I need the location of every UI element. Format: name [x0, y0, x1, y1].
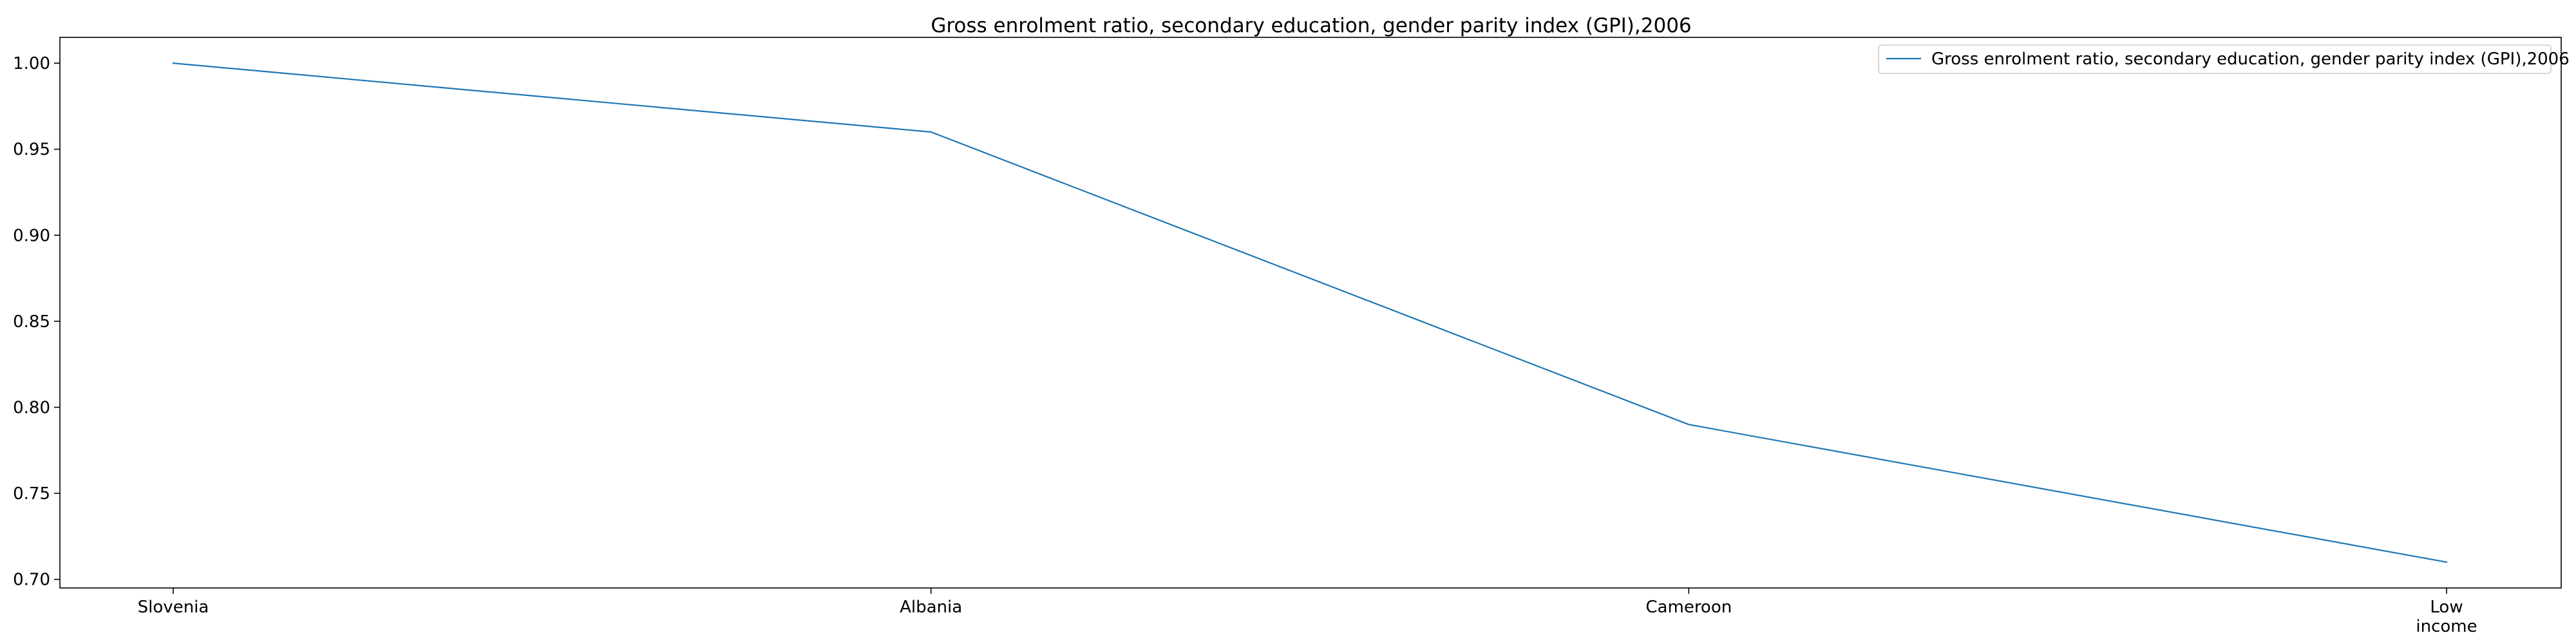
- y-tick-label: 1.00: [13, 54, 50, 73]
- x-tick-label: Low: [2430, 598, 2463, 617]
- series-layer: [172, 62, 2448, 564]
- x-tick-label: income: [2416, 617, 2477, 636]
- y-tick-label: 0.90: [13, 226, 50, 245]
- y-axis: 0.70 0.75 0.80 0.85 0.90 0.95 1.00: [13, 54, 60, 590]
- y-tick-label: 0.95: [13, 140, 50, 160]
- legend-label: Gross enrolment ratio, secondary educati…: [1931, 50, 2570, 69]
- series-line: [172, 62, 2448, 564]
- legend: Gross enrolment ratio, secondary educati…: [1878, 44, 2570, 74]
- x-tick-label: Slovenia: [138, 598, 209, 617]
- y-tick-label: 0.75: [13, 484, 50, 504]
- y-tick-label: 0.80: [13, 398, 50, 417]
- y-tick-label: 0.85: [13, 312, 50, 332]
- x-tick-label: Albania: [900, 598, 962, 617]
- y-tick-label: 0.70: [13, 571, 50, 590]
- plot-area-frame: [59, 37, 2562, 589]
- x-tick-label: Cameroon: [1645, 598, 1732, 617]
- chart-title: Gross enrolment ratio, secondary educati…: [931, 14, 1691, 37]
- legend-frame: [1878, 44, 2552, 74]
